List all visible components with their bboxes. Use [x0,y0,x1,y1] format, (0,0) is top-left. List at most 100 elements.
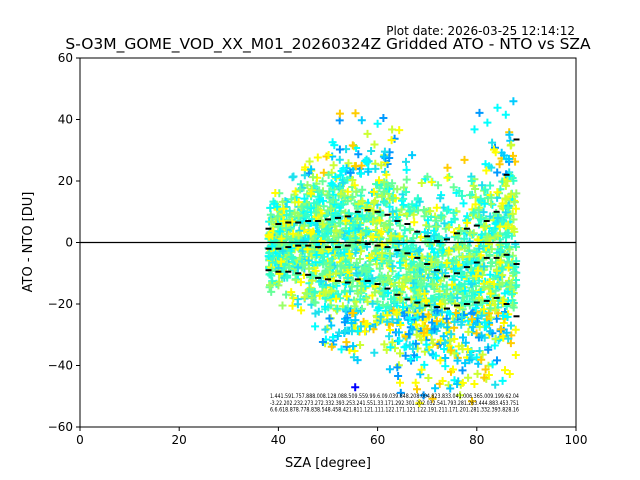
scatter-point [509,215,518,224]
scatter-point [443,323,452,332]
scatter-point [507,321,515,330]
scatter-point [306,189,315,198]
scatter-point [484,345,493,354]
scatter-point [437,211,446,220]
scatter-point [336,228,344,237]
scatter-point [472,353,481,362]
scatter-point [428,280,437,289]
scatter-point [493,103,502,112]
scatter-point [303,289,312,298]
stat-marker-3 [344,281,351,284]
scatter-point [377,227,386,236]
scatter-point [460,155,469,164]
scatter-point [404,330,413,339]
stat-marker-3 [295,272,302,275]
scatter-point [432,317,441,326]
scatter-point [476,288,485,296]
scatter-point [309,173,317,182]
scatter-point [445,246,453,255]
scatter-point [266,203,275,212]
scatter-point [472,272,481,281]
stat-marker-3 [513,315,520,318]
scatter-point [342,338,351,347]
scatter-point [294,198,303,207]
scatter-point [411,378,420,387]
scatter-point [442,290,451,298]
scatter-point [339,164,348,173]
scatter-point [509,151,517,160]
scatter-point [369,233,378,241]
scatter-point [283,273,292,282]
stat-marker-1 [374,210,381,213]
scatter-point [354,224,363,233]
scatter-point [328,138,337,147]
scatter-point [397,205,406,214]
scatter-point [467,264,476,273]
scatter-point [371,164,380,173]
scatter-point [399,201,408,209]
scatter-point [341,306,350,315]
scatter-point [405,341,414,350]
scatter-point [393,363,402,372]
scatter-point [463,218,472,227]
scatter-point [326,262,335,271]
scatter-point [447,330,456,339]
scatter-point [335,155,344,164]
scatter-point [294,231,303,240]
scatter-point [502,239,510,248]
scatter-point [442,258,451,267]
x-tick-label: 100 [565,433,588,447]
x-tick-label: 60 [370,433,385,447]
scatter-point [479,208,488,217]
stat-marker-2 [344,244,351,247]
scatter-point [448,280,457,289]
scatter-point [413,385,421,394]
scatter-point [397,252,406,261]
scatter-point [492,266,501,275]
scatter-point [415,197,424,206]
scatter-point [385,256,394,265]
scatter-point [279,204,288,213]
stat-marker-1 [404,223,411,225]
scatter-point [449,183,458,192]
stat-marker-3 [483,299,490,302]
scatter-point [287,288,296,297]
scatter-point [331,222,340,231]
scatter-point [347,327,356,336]
scatter-point [503,313,512,321]
scatter-point [296,278,305,287]
scatter-point [311,266,320,275]
stat-marker-3 [473,301,480,304]
bin-statistics-text: 1.441.591.757.888.008.128.088.509.559.99… [270,393,519,414]
scatter-point [329,195,338,204]
scatter-point [432,222,441,231]
scatter-point [291,270,300,279]
stat-marker-2 [384,246,391,249]
stat-marker-2 [285,246,292,249]
x-tick-label: 80 [469,433,484,447]
scatter-point [402,165,411,174]
scatter-point [473,318,482,327]
scatter-point [472,248,481,256]
scatter-point [430,325,439,334]
stat-marker-3 [404,298,411,301]
scatter-point [495,222,504,231]
scatter-point [325,314,334,323]
scatter-point [468,397,476,406]
scatter-point [273,202,282,211]
scatter-point [504,263,513,272]
scatter-point [387,264,395,272]
scatter-points [264,97,521,408]
scatter-point [312,251,321,259]
scatter-point [278,197,287,206]
scatter-point [457,270,466,279]
scatter-point [501,366,509,375]
scatter-point [322,224,331,233]
scatter-point [486,327,495,336]
stat-marker-3 [374,283,381,285]
scatter-point [491,148,500,157]
scatter-point [507,140,516,149]
scatter-point [499,311,508,320]
scatter-point [462,271,471,280]
scatter-point [395,258,404,267]
